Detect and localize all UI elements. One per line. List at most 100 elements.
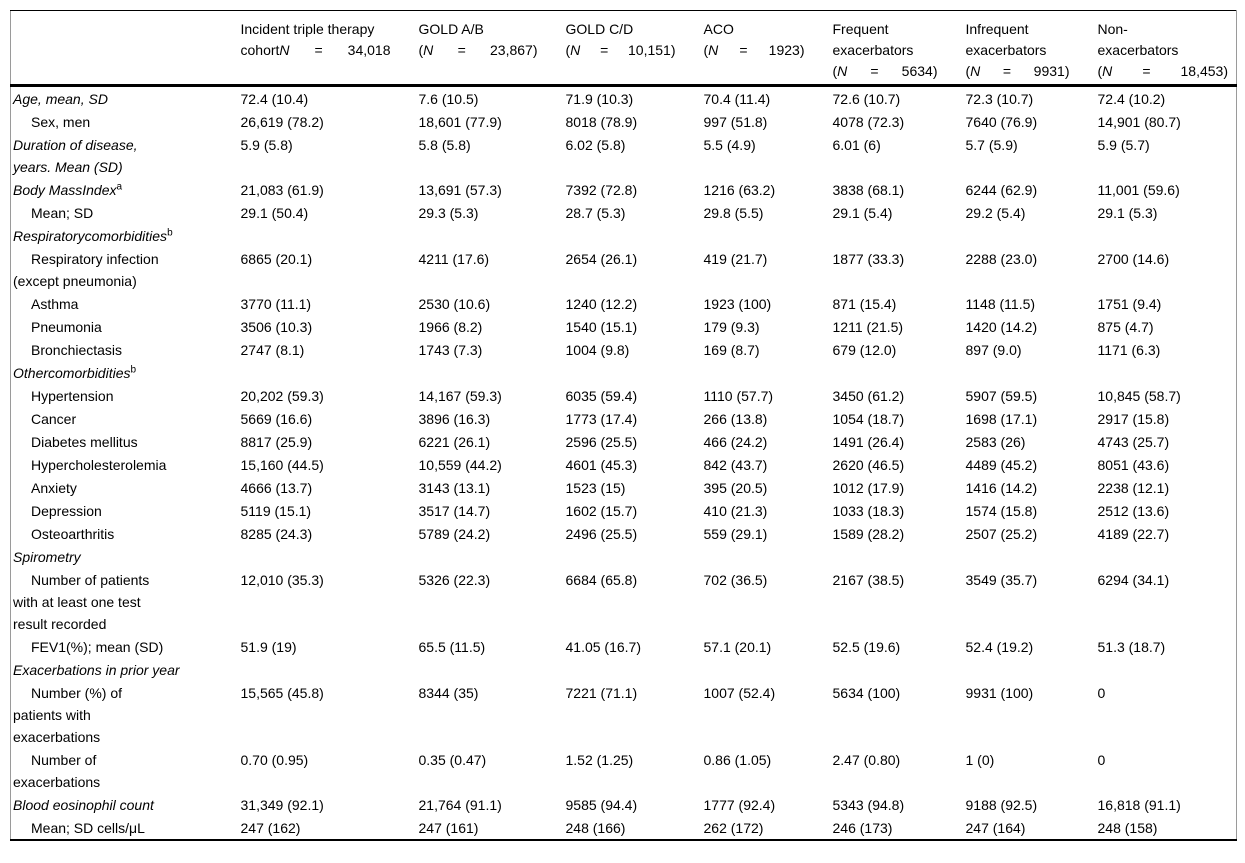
cell-value: 5.9 (5.8)	[240, 137, 293, 153]
cell-value	[964, 224, 1096, 247]
cell-value	[1096, 545, 1237, 568]
cell-value: 997 (51.8)	[703, 114, 768, 130]
cell-value: 2917 (15.8)	[1097, 411, 1170, 427]
row-label: Exacerbations in prior year	[13, 662, 180, 678]
cell-value: 1.52 (1.25)	[565, 752, 634, 768]
cell-value	[417, 658, 564, 681]
row-label: Number of patients with at least one tes…	[13, 572, 150, 632]
cell-value: 6244 (62.9)	[965, 182, 1038, 198]
cell-value: 8285 (24.3)	[240, 526, 313, 542]
column-title: Frequent exacerbators	[832, 21, 914, 58]
cell-value: 410 (21.3)	[703, 503, 768, 519]
cell-value: 0.86 (1.05)	[703, 752, 772, 768]
row-label: Mean; SD cells/μL	[31, 820, 145, 836]
cell-value	[702, 224, 831, 247]
cell-value: 3143 (13.1)	[418, 480, 491, 496]
cell-value: 2583 (26)	[965, 434, 1026, 450]
cell-value: 65.5 (11.5)	[418, 639, 486, 655]
row-label: Diabetes mellitus	[31, 434, 138, 450]
row-label: Duration of disease, years. Mean (SD)	[13, 137, 138, 175]
cell-value: 1589 (28.2)	[832, 526, 905, 542]
cell-value: 4489 (45.2)	[965, 457, 1038, 473]
row-label: Respiratory infection (except pneumonia)	[13, 251, 159, 289]
n-equals: =	[870, 63, 879, 79]
cell-value	[831, 361, 964, 384]
cell-value: 1574 (15.8)	[965, 503, 1038, 519]
cell-value: 3506 (10.3)	[240, 319, 313, 335]
cell-value: 679 (12.0)	[832, 342, 897, 358]
cell-value: 1923 (100)	[703, 296, 772, 312]
row-label: Anxiety	[31, 480, 77, 496]
cell-value: 6221 (26.1)	[418, 434, 491, 450]
cell-value: 1110 (57.7)	[703, 388, 774, 404]
cell-value: 1877 (33.3)	[832, 251, 905, 267]
table-row: Number of patients with at least one tes…	[11, 568, 1237, 635]
cell-value: 2747 (8.1)	[240, 342, 305, 358]
column-title: Infrequent exacerbators	[965, 21, 1047, 58]
table-row: Hypertension 20,202 (59.3) 14,167 (59.3) 60…	[11, 384, 1237, 407]
footnote-marker: a	[116, 181, 123, 193]
cell-value: 3450 (61.2)	[832, 388, 905, 404]
cell-value: 5326 (22.3)	[418, 572, 491, 588]
table-row: Spirometry	[11, 545, 1237, 568]
cell-value: 2507 (25.2)	[965, 526, 1038, 542]
cell-value: 1523 (15)	[565, 480, 626, 496]
cell-value: 7.6 (10.5)	[418, 91, 479, 107]
cell-value	[831, 224, 964, 247]
row-label: Number of exacerbations	[13, 752, 101, 790]
cell-value: 1966 (8.2)	[418, 319, 483, 335]
footnote-marker: b	[130, 364, 137, 376]
cell-value: 897 (9.0)	[965, 342, 1022, 358]
cell-value: 1171 (6.3)	[1097, 342, 1161, 358]
cell-value: 875 (4.7)	[1097, 319, 1154, 335]
cell-value	[239, 545, 417, 568]
column-header-non-exacerbators: Non- exacerbators (N = 18,453)	[1095, 10, 1237, 87]
cell-value: 9585 (94.4)	[565, 797, 638, 813]
n-equals: =	[739, 42, 748, 58]
n-value: 10,151)	[628, 42, 676, 58]
cell-value: 2530 (10.6)	[418, 296, 491, 312]
cell-value	[417, 224, 564, 247]
n-equals: =	[600, 42, 609, 58]
cell-value	[239, 658, 417, 681]
cell-value: 842 (43.7)	[703, 457, 768, 473]
table-row: Exacerbations in prior year	[11, 658, 1237, 681]
cell-value: 6684 (65.8)	[565, 572, 638, 588]
corner-cell	[10, 10, 239, 87]
cell-value	[1096, 658, 1237, 681]
cell-value: 1491 (26.4)	[832, 434, 905, 450]
cell-value: 5.7 (5.9)	[965, 137, 1018, 153]
cell-value: 5634 (100)	[832, 685, 901, 701]
column-n-line: (N = 5634)	[833, 61, 938, 82]
cell-value: 1054 (18.7)	[832, 411, 905, 427]
cell-value: 51.9 (19)	[240, 639, 297, 655]
cell-value: 248 (158)	[1097, 820, 1158, 836]
cell-value	[831, 545, 964, 568]
header-row: Incident triple therapy cohortN = 34,018…	[10, 10, 1237, 87]
table-row: Sex, men 26,619 (78.2) 18,601 (77.9) 8018 (…	[11, 110, 1237, 133]
table-row: Anxiety 4666 (13.7) 3143 (13.1) 1523 (15) 39…	[11, 476, 1237, 499]
cell-value: 1420 (14.2)	[965, 319, 1038, 335]
cell-value: 247 (161)	[418, 820, 479, 836]
column-header-incident-cohort: Incident triple therapy cohortN = 34,018	[238, 10, 417, 87]
row-label: Pneumonia	[31, 319, 102, 335]
cell-value: 1416 (14.2)	[965, 480, 1038, 496]
cell-value: 16,818 (91.1)	[1097, 797, 1181, 813]
cell-value: 72.6 (10.7)	[832, 91, 901, 107]
cell-value: 14,901 (80.7)	[1097, 114, 1181, 130]
cell-value: 247 (162)	[240, 820, 301, 836]
column-header-infrequent-exacerbators: Infrequent exacerbators (N = 9931)	[963, 10, 1096, 87]
cell-value: 2700 (14.6)	[1097, 251, 1170, 267]
table-row: Pneumonia 3506 (10.3) 1966 (8.2) 1540 (15.1…	[11, 315, 1237, 338]
cell-value: 29.1 (50.4)	[240, 205, 309, 221]
table-row: Blood eosinophil count 31,349 (92.1) 21,76…	[11, 793, 1237, 816]
cell-value: 8344 (35)	[418, 685, 479, 701]
row-label: Cancer	[31, 411, 77, 427]
column-header-gold-ab: GOLD A/B (N = 23,867)	[416, 10, 564, 87]
n-equals: =	[314, 42, 323, 58]
table-row: Hypercholesterolemia 15,160 (44.5) 10,559 …	[11, 453, 1237, 476]
cell-value: 71.9 (10.3)	[565, 91, 634, 107]
cell-value: 871 (15.4)	[832, 296, 897, 312]
cell-value: 1 (0)	[965, 752, 995, 768]
n-open: (N	[965, 63, 981, 79]
